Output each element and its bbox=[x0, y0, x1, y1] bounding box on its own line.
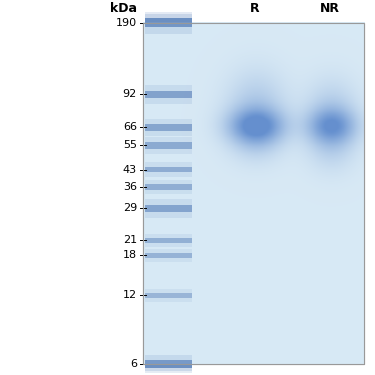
Text: 190: 190 bbox=[116, 18, 137, 28]
Bar bbox=[145, 235, 192, 245]
Bar bbox=[145, 162, 192, 177]
Bar bbox=[145, 120, 192, 134]
Bar bbox=[145, 184, 192, 190]
Text: kDa: kDa bbox=[110, 3, 137, 15]
Bar bbox=[145, 181, 192, 193]
Bar bbox=[145, 355, 192, 373]
Bar bbox=[145, 360, 192, 368]
Bar bbox=[145, 180, 192, 195]
Bar bbox=[145, 91, 192, 98]
Bar bbox=[145, 142, 192, 148]
Bar bbox=[145, 119, 192, 136]
Bar bbox=[145, 164, 192, 176]
Text: 12: 12 bbox=[123, 291, 137, 300]
Bar bbox=[145, 253, 192, 258]
Bar bbox=[145, 138, 192, 152]
Bar bbox=[145, 290, 192, 301]
Bar bbox=[145, 91, 192, 98]
Text: 21: 21 bbox=[123, 235, 137, 245]
Bar bbox=[145, 124, 192, 130]
Bar bbox=[145, 166, 192, 172]
Bar bbox=[145, 293, 192, 298]
Bar bbox=[142, 23, 364, 364]
Bar bbox=[145, 12, 192, 34]
Bar bbox=[145, 250, 192, 261]
Bar bbox=[145, 238, 192, 243]
Bar bbox=[145, 142, 192, 148]
Bar bbox=[145, 234, 192, 247]
Bar bbox=[145, 357, 192, 371]
Bar bbox=[145, 205, 192, 212]
Bar bbox=[145, 184, 192, 190]
Text: 66: 66 bbox=[123, 122, 137, 132]
Text: 18: 18 bbox=[123, 251, 137, 261]
Bar bbox=[145, 18, 192, 27]
Bar bbox=[145, 238, 192, 243]
Text: R: R bbox=[250, 3, 260, 15]
Bar bbox=[145, 85, 192, 104]
Bar bbox=[142, 23, 364, 364]
Bar bbox=[145, 87, 192, 102]
Text: 29: 29 bbox=[123, 203, 137, 213]
Bar bbox=[145, 166, 192, 172]
Text: 36: 36 bbox=[123, 182, 137, 192]
Bar bbox=[145, 199, 192, 217]
Bar bbox=[145, 18, 192, 27]
Bar bbox=[145, 205, 192, 212]
Bar bbox=[145, 124, 192, 130]
Bar bbox=[145, 289, 192, 302]
Text: 43: 43 bbox=[123, 165, 137, 174]
Text: 92: 92 bbox=[123, 90, 137, 99]
Bar bbox=[145, 201, 192, 216]
Bar bbox=[145, 137, 192, 153]
Text: NR: NR bbox=[320, 3, 340, 15]
Bar bbox=[145, 253, 192, 258]
Bar bbox=[145, 14, 192, 32]
Bar bbox=[145, 360, 192, 368]
Text: 55: 55 bbox=[123, 140, 137, 150]
Text: 6: 6 bbox=[130, 359, 137, 369]
Bar bbox=[145, 293, 192, 298]
Bar bbox=[145, 249, 192, 262]
